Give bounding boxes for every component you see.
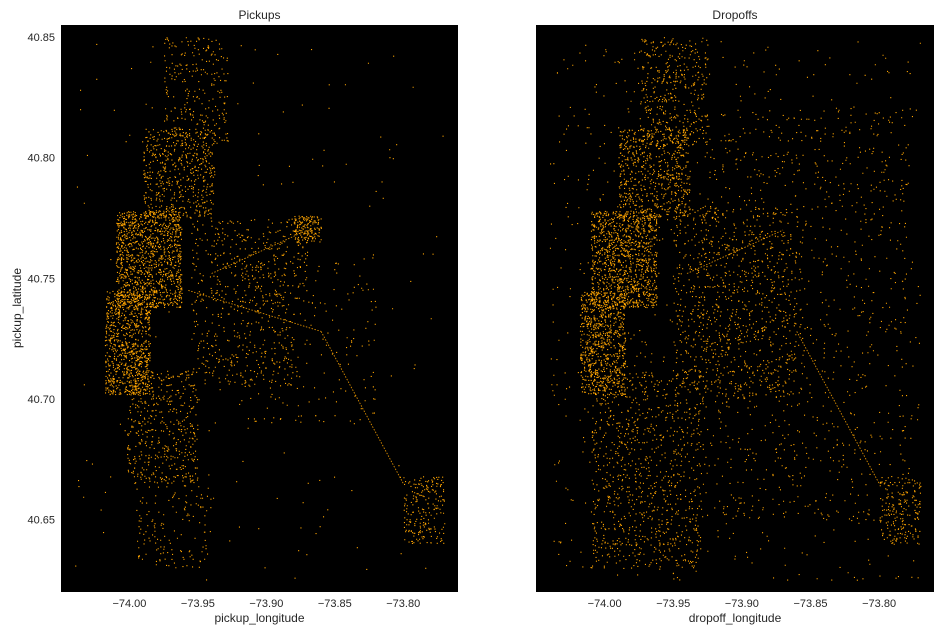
pickups-panel: −74.00 −73.95 −73.90 −73.85 −73.80 40.65 40.7… [10, 8, 458, 625]
y-tick-label: 40.85 [27, 32, 55, 44]
point-trail [188, 289, 322, 332]
point-trail [796, 331, 880, 484]
dropoffs-panel: −74.00 −73.95 −73.90 −73.85 −73.80 Dropoffs … [536, 8, 934, 625]
x-tick-label: −74.00 [112, 598, 146, 610]
point-cluster [673, 206, 798, 399]
pickups-y-ticks: 40.65 40.70 40.75 40.80 40.85 [27, 32, 55, 527]
dropoffs-points [549, 37, 922, 581]
x-tick-label: −73.90 [725, 598, 759, 610]
point-cluster [115, 210, 183, 309]
dropoffs-plot-area [536, 25, 934, 592]
x-tick-label: −73.90 [249, 598, 283, 610]
point-cluster [590, 210, 658, 309]
y-tick-label: 40.70 [27, 394, 55, 406]
x-tick-label: −74.00 [588, 598, 622, 610]
point-trail [686, 229, 784, 274]
pickups-plot-area [61, 25, 458, 592]
x-tick-label: −73.95 [181, 598, 215, 610]
dropoffs-x-ticks: −74.00 −73.95 −73.90 −73.85 −73.80 [588, 598, 896, 610]
point-trail [211, 229, 308, 274]
point-cluster [293, 215, 322, 243]
x-tick-label: −73.95 [656, 598, 690, 610]
dropoffs-x-axis-label: dropoff_longitude [689, 611, 782, 625]
y-tick-label: 40.65 [27, 515, 55, 527]
pickups-points [75, 37, 446, 581]
x-tick-label: −73.85 [794, 598, 828, 610]
pickups-x-axis-label: pickup_longitude [214, 611, 304, 625]
x-tick-label: −73.85 [318, 598, 352, 610]
point-cluster [143, 128, 216, 219]
pickups-title: Pickups [238, 8, 280, 22]
pickups-y-axis-label: pickup_latitude [10, 268, 24, 348]
point-cluster [164, 37, 229, 147]
x-tick-label: −73.80 [862, 598, 896, 610]
point-cluster [403, 476, 446, 544]
point-cluster [579, 291, 627, 396]
dropoffs-title: Dropoffs [712, 8, 757, 22]
point-cluster [700, 109, 908, 521]
y-tick-label: 40.75 [27, 273, 55, 285]
y-tick-label: 40.80 [27, 153, 55, 165]
pickups-x-ticks: −74.00 −73.95 −73.90 −73.85 −73.80 [112, 598, 420, 610]
x-tick-label: −73.80 [386, 598, 420, 610]
point-cluster [127, 370, 199, 484]
